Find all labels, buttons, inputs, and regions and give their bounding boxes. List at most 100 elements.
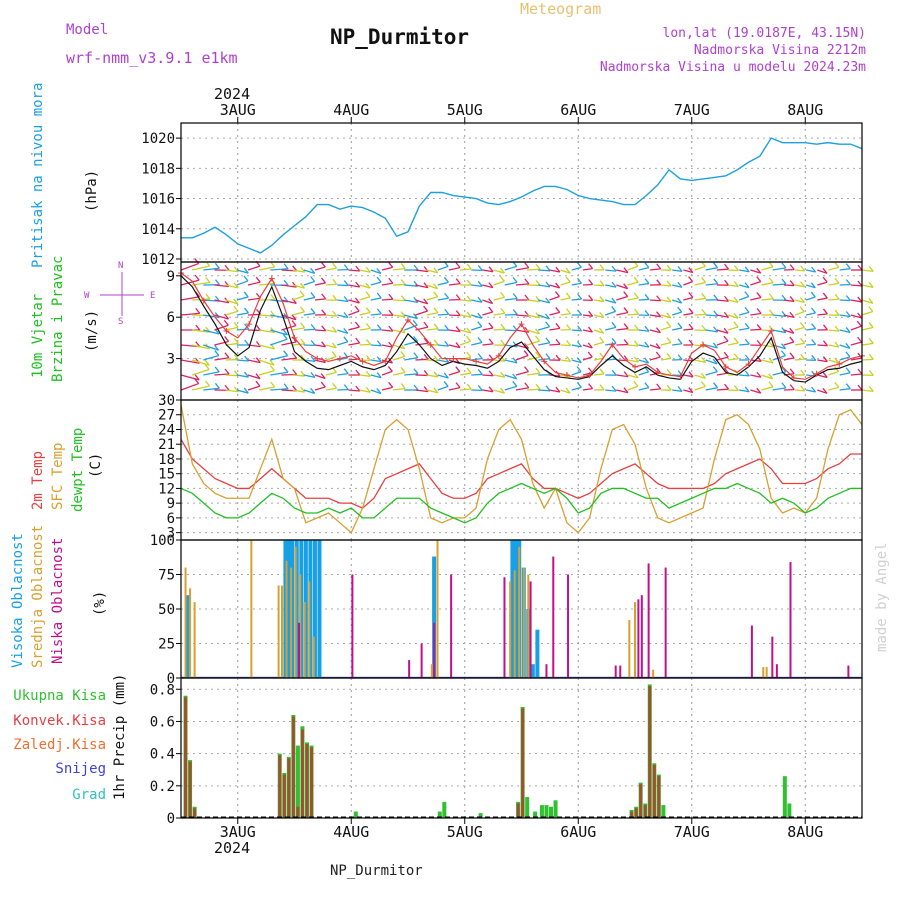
wind-barb	[214, 279, 220, 286]
wind-barb	[576, 262, 582, 268]
wind-barb	[611, 297, 617, 304]
wind-barb	[337, 314, 349, 319]
wind-barb	[388, 357, 394, 364]
wind-barb	[839, 268, 851, 271]
y-tick-label: 0.6	[150, 714, 175, 730]
wind-barb	[545, 337, 551, 344]
wind-barb	[504, 344, 518, 348]
wind-barb	[545, 281, 551, 288]
wind-barb	[376, 388, 382, 394]
wind-barb	[839, 372, 851, 376]
wind-barb	[744, 266, 750, 273]
wind-barb	[332, 310, 338, 317]
wind-barb	[477, 353, 483, 359]
wind-barb	[500, 267, 506, 274]
wind-barb	[471, 341, 483, 346]
wind-barb	[850, 314, 862, 319]
wind-barb	[800, 353, 806, 360]
wind-barb	[512, 341, 518, 348]
wind-barb	[712, 366, 718, 373]
wind-barb	[744, 322, 750, 329]
wind-barb	[716, 268, 729, 271]
wind-barb	[666, 264, 672, 271]
wind-barb	[611, 265, 617, 272]
wind-barb	[571, 266, 582, 271]
wind-barb	[783, 284, 795, 287]
wind-barb	[756, 339, 762, 346]
wind-barb	[314, 374, 326, 380]
mid-cloud-bar	[513, 570, 516, 678]
wind-barb	[192, 281, 210, 286]
wind-barb	[633, 372, 639, 379]
model-value: wrf-nmm_v3.9.1 e1km	[66, 49, 238, 67]
wind-barb	[623, 283, 629, 290]
wind-barb	[320, 261, 326, 268]
wind-barb	[724, 279, 730, 286]
wind-barb	[482, 389, 494, 393]
wind-barb	[194, 274, 200, 281]
temp-unit: (C)	[88, 453, 104, 478]
wind-barb	[633, 356, 639, 363]
wind-barb	[599, 312, 605, 318]
wind-barb	[355, 281, 361, 288]
wind-barb	[488, 386, 494, 393]
wind-barb	[623, 355, 629, 362]
wind-barb	[433, 283, 439, 290]
wind-barb	[850, 325, 862, 331]
wind-barb	[549, 327, 561, 331]
wind-barb	[828, 282, 840, 286]
wind-barb	[355, 369, 361, 376]
precip-conv-bar	[310, 747, 314, 818]
wind-barb	[488, 266, 494, 273]
wind-barb	[649, 388, 661, 391]
wind-barb	[180, 359, 200, 364]
wind-barb	[243, 307, 249, 314]
wind-barb	[666, 384, 672, 391]
wind-barb	[666, 280, 672, 287]
day-label-top: 6AUG	[560, 101, 596, 119]
wind-barb	[337, 373, 349, 376]
wind-barb	[515, 314, 529, 317]
wind-barb	[194, 258, 200, 264]
low-cloud-bar	[529, 581, 532, 678]
wind-barb	[303, 374, 316, 378]
wind-barb	[365, 282, 371, 289]
wind-barb	[191, 359, 210, 366]
wind-barb	[633, 380, 639, 387]
wind-barb	[649, 329, 661, 334]
wind-barb	[868, 281, 874, 288]
wind-barb	[437, 374, 449, 379]
wind-barb	[433, 291, 439, 298]
day-label-top: 5AUG	[447, 101, 483, 119]
wind-barb	[500, 371, 506, 378]
wind-barb	[204, 364, 210, 370]
wind-barb	[224, 352, 230, 359]
wind-barb	[623, 387, 629, 394]
wind-barb	[611, 369, 617, 376]
wind-barb	[839, 329, 851, 334]
wind-barb	[281, 357, 297, 361]
wind-barb	[857, 296, 863, 303]
wind-barb	[332, 326, 338, 333]
wind-barb	[781, 294, 787, 301]
wind-barb	[683, 281, 693, 286]
wind-barb	[565, 292, 571, 299]
wind-barb	[205, 380, 211, 387]
wind-barb	[415, 284, 429, 289]
wind-barb	[761, 386, 774, 391]
wind-barb	[376, 292, 382, 299]
wind-barb	[799, 297, 805, 303]
wind-barb	[599, 384, 605, 391]
precip-legend-hail: Grad	[72, 787, 106, 803]
y-tick-label: 15	[158, 467, 175, 483]
wind-barb	[443, 276, 449, 283]
wind-barb	[677, 306, 683, 313]
y-tick-label: 0.2	[150, 779, 175, 795]
wind-barb	[524, 366, 530, 373]
wind-barb	[205, 277, 211, 283]
wind-barb	[845, 311, 851, 317]
wind-barb	[800, 265, 806, 272]
wind-barb	[822, 356, 828, 362]
wind-barb	[666, 368, 672, 375]
precip-total-bar	[782, 776, 787, 818]
